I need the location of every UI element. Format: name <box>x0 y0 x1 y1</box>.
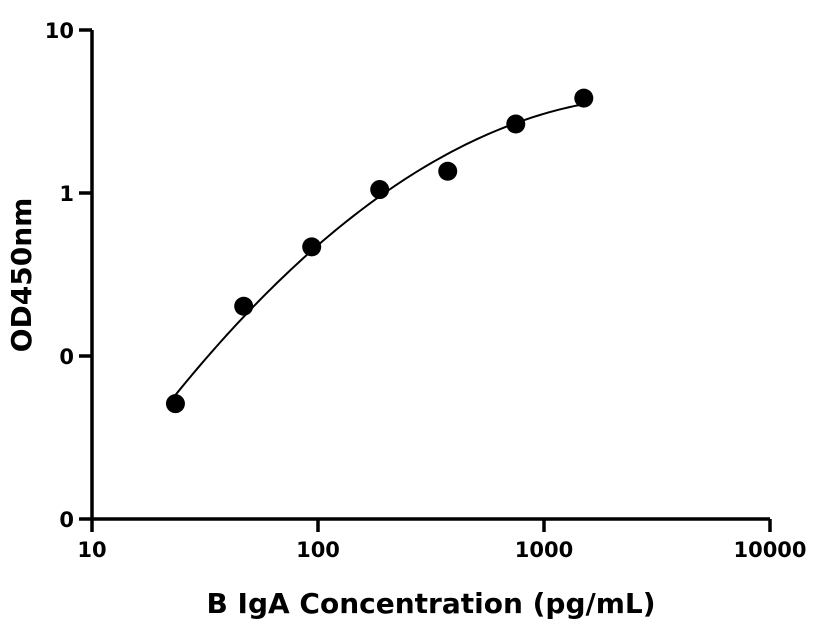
y-tick-label: 0 <box>59 508 74 532</box>
x-tick-label: 100 <box>296 538 340 562</box>
y-tick-label: 0 <box>59 345 74 369</box>
fit-curve <box>174 103 584 396</box>
x-tick-label: 1000 <box>515 538 573 562</box>
x-axis-title: B IgA Concentration (pg/mL) <box>206 587 655 620</box>
y-tick-label: 10 <box>45 19 74 43</box>
data-point <box>506 114 526 134</box>
y-tick-label: 1 <box>59 182 74 206</box>
x-tick-label: 10000 <box>733 538 806 562</box>
data-point <box>234 296 254 316</box>
y-ticks: 0 0 1 10 <box>45 19 92 532</box>
data-points <box>165 88 594 414</box>
data-point <box>574 88 594 108</box>
y-axis-title: OD450nm <box>5 198 38 353</box>
x-tick-label: 10 <box>77 538 106 562</box>
data-point <box>165 394 185 414</box>
x-ticks: 10 100 1000 10000 <box>77 519 807 562</box>
data-point <box>302 237 322 257</box>
data-point <box>370 180 390 200</box>
data-point <box>438 161 458 181</box>
